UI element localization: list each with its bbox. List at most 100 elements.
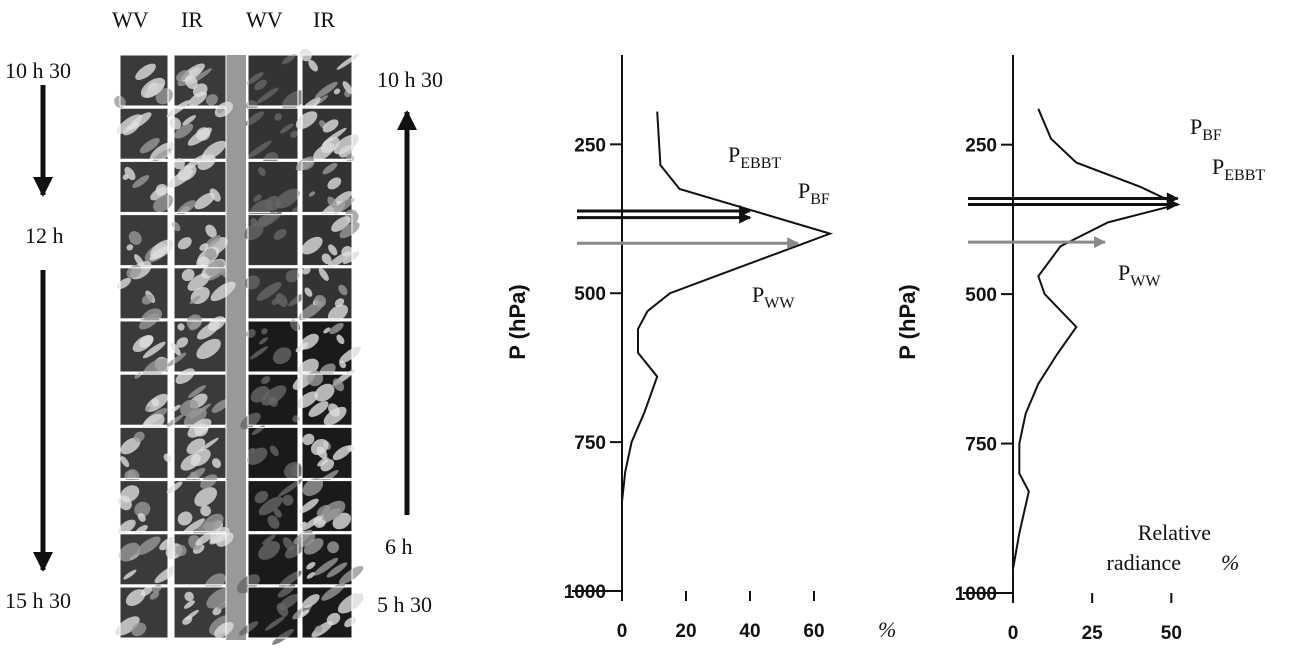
cloud-patch bbox=[141, 294, 153, 305]
cloud-patch bbox=[174, 123, 194, 139]
cloud-patch bbox=[209, 188, 221, 202]
cloud-patch bbox=[246, 72, 264, 85]
cloud-patch bbox=[247, 447, 268, 465]
satellite-image bbox=[173, 418, 227, 484]
cloud-patch bbox=[247, 447, 256, 454]
cloud-patch bbox=[163, 453, 172, 462]
cloud-patch bbox=[117, 277, 132, 290]
cloud-patch bbox=[272, 347, 292, 365]
cloud-patch bbox=[183, 407, 207, 428]
cloud-patch bbox=[342, 81, 353, 94]
cloud-patch bbox=[199, 437, 219, 452]
satellite-image bbox=[167, 314, 227, 373]
satellite-image bbox=[119, 160, 174, 213]
cloud-patch bbox=[339, 346, 361, 364]
satellite-image bbox=[238, 584, 299, 645]
cloud-patch bbox=[291, 464, 303, 477]
cloud-patch bbox=[254, 490, 269, 504]
cloud-patch bbox=[152, 148, 171, 162]
cloud-patch bbox=[200, 474, 218, 489]
cloud-patch bbox=[322, 119, 339, 133]
level-label: PWW bbox=[752, 282, 795, 312]
image-frame bbox=[247, 426, 299, 479]
label-sub: EBBT bbox=[740, 155, 781, 172]
x-tick-label: 50 bbox=[1161, 623, 1182, 644]
cloud-patch bbox=[210, 281, 236, 302]
cloud-patch bbox=[155, 88, 173, 105]
cloud-patch bbox=[329, 322, 344, 335]
cloud-patch bbox=[321, 253, 332, 265]
cloud-patch bbox=[290, 130, 299, 138]
cloud-patch bbox=[280, 123, 294, 134]
cloud-patch bbox=[209, 532, 224, 545]
cloud-patch bbox=[132, 175, 150, 188]
cloud-patch bbox=[328, 403, 340, 417]
cloud-patch bbox=[298, 609, 310, 618]
y-tick-label: 500 bbox=[965, 285, 997, 306]
profile-line bbox=[621, 111, 834, 591]
cloud-patch bbox=[282, 90, 307, 110]
cloud-patch bbox=[180, 453, 201, 471]
cloud-patch bbox=[332, 445, 352, 461]
cloud-patch bbox=[277, 584, 296, 598]
cloud-patch bbox=[341, 246, 353, 257]
label-main: P bbox=[1212, 154, 1224, 179]
cloud-patch bbox=[342, 251, 360, 264]
cloud-patch bbox=[244, 223, 264, 241]
image-frame bbox=[173, 426, 227, 479]
image-frame bbox=[173, 586, 227, 639]
time-label: 15 h 30 bbox=[5, 588, 71, 613]
image-frame bbox=[301, 107, 353, 160]
image-background bbox=[248, 321, 298, 372]
cloud-patch bbox=[314, 383, 335, 402]
cloud-patch bbox=[185, 467, 206, 483]
image-frame bbox=[301, 373, 353, 426]
satellite-image bbox=[247, 479, 303, 533]
cloud-patch bbox=[142, 341, 166, 359]
cloud-patch bbox=[205, 94, 218, 106]
image-frame bbox=[301, 214, 353, 267]
label-main: P bbox=[752, 282, 764, 307]
cloud-patch bbox=[196, 338, 221, 360]
cloud-patch bbox=[326, 612, 341, 626]
cloud-patch bbox=[333, 88, 341, 95]
label-sub: WW bbox=[1130, 273, 1161, 290]
cloud-patch bbox=[184, 591, 194, 602]
cloud-patch bbox=[338, 565, 364, 585]
cloud-patch bbox=[125, 589, 146, 606]
cloud-patch bbox=[258, 496, 283, 516]
cloud-patch bbox=[261, 328, 268, 335]
cloud-patch bbox=[275, 293, 288, 307]
cloud-patch bbox=[177, 237, 192, 250]
cloud-patch bbox=[273, 508, 282, 518]
satellite-image bbox=[119, 313, 170, 380]
cloud-patch bbox=[268, 396, 278, 407]
satellite-image bbox=[299, 48, 360, 112]
image-frame bbox=[173, 214, 227, 267]
label-main: P bbox=[798, 178, 810, 203]
satellite-image bbox=[301, 209, 360, 269]
column-label: IR bbox=[313, 7, 335, 32]
cloud-patch bbox=[275, 188, 300, 209]
cloud-patch bbox=[278, 570, 302, 588]
cloud-patch bbox=[133, 431, 145, 442]
cloud-patch bbox=[167, 352, 187, 367]
cloud-patch bbox=[116, 114, 143, 134]
cloud-patch bbox=[128, 231, 142, 245]
label-sub: BF bbox=[1202, 127, 1222, 144]
cloud-patch bbox=[149, 591, 160, 600]
satellite-image bbox=[172, 214, 228, 269]
image-frame bbox=[247, 320, 299, 373]
satellite-image bbox=[116, 107, 175, 163]
cloud-patch bbox=[336, 334, 345, 345]
cloud-patch bbox=[176, 200, 197, 216]
image-frame bbox=[119, 373, 169, 426]
cloud-patch bbox=[120, 437, 141, 455]
image-frame bbox=[173, 320, 227, 373]
satellite-image bbox=[173, 258, 236, 320]
y-tick-label: 750 bbox=[574, 433, 606, 454]
satellite-image bbox=[166, 474, 227, 540]
y-tick-label: 250 bbox=[574, 135, 606, 156]
cloud-patch bbox=[301, 236, 323, 255]
